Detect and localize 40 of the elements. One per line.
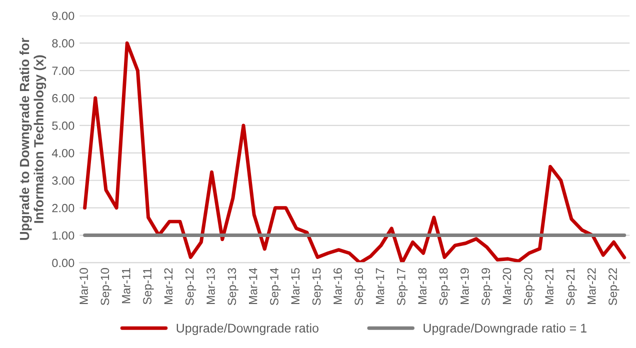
y-tick-label: 5.00: [52, 122, 74, 130]
legend-label: Upgrade/Downgrade ratio = 1: [424, 323, 586, 336]
x-tick-label: Mar-17: [376, 268, 384, 304]
x-tick-label: Sep-14: [270, 268, 281, 306]
x-tick-label: Sep-20: [524, 268, 535, 306]
x-tick-label: Sep-10: [100, 268, 112, 306]
x-tick-label: Mar-16: [334, 268, 342, 304]
x-tick-label: Mar-15: [291, 268, 300, 304]
x-tick-label: Mar-18: [418, 268, 427, 304]
x-tick-label: Sep-17: [396, 268, 408, 306]
x-tick-label: Sep-11: [143, 268, 154, 304]
x-tick-label: Sep-22: [608, 268, 620, 306]
y-tick-label: 8.00: [52, 39, 74, 48]
x-tick-label: Mar-19: [460, 268, 469, 304]
x-tick-label: Sep-21: [566, 268, 577, 306]
y-tick-label: 0.00: [52, 258, 74, 268]
x-tick-label: Mar-13: [206, 268, 215, 304]
y-tick-label: 7.00: [52, 66, 74, 75]
x-tick-label: Sep-12: [185, 268, 196, 306]
x-tick-label: Mar-21: [545, 268, 554, 304]
x-tick-label: Sep-19: [482, 268, 492, 306]
y-tick-label: 1.00: [52, 231, 74, 240]
y-axis-title: Upgrade to Downgrade Ratio for Informaiton Technology (x): [19, 38, 46, 240]
x-tick-label: Sep-16: [354, 268, 366, 306]
y-tick-label: 6.00: [52, 94, 74, 102]
x-tick-label: Mar-20: [502, 268, 512, 304]
line-series: [83, 41, 626, 263]
legend-label: Upgrade/Downgrade ratio: [176, 323, 318, 336]
x-tick-label: Mar-12: [164, 268, 173, 304]
x-tick-label: Mar-14: [248, 268, 258, 304]
x-tick-label: Mar-22: [587, 268, 596, 304]
x-tick-label: Sep-13: [228, 268, 238, 306]
x-tick-label: Sep-18: [439, 268, 450, 306]
x-tick-label: Sep-15: [312, 268, 324, 306]
y-tick-label: 4.00: [52, 148, 74, 158]
y-tick-label: 2.00: [52, 204, 74, 212]
y-tick-label: 9.00: [52, 12, 74, 20]
y-tick-label: 3.00: [52, 176, 74, 185]
x-tick-label: Mar-11: [122, 268, 130, 304]
x-tick-label: Mar-10: [80, 268, 88, 304]
